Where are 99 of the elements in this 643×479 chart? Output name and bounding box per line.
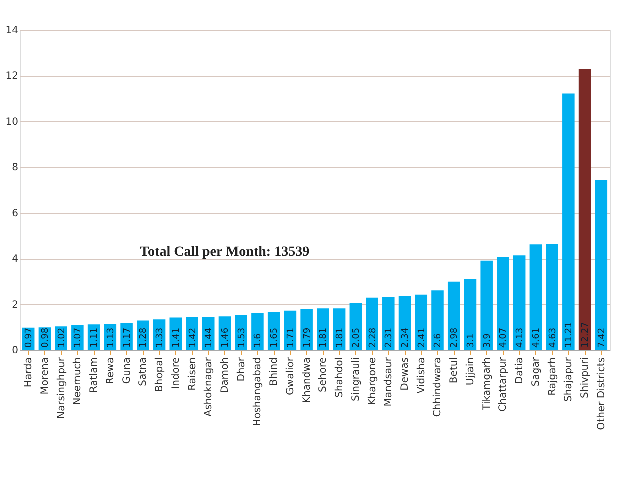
bar [546,244,558,350]
data-label: 1.28 [139,328,150,348]
bar [432,290,444,350]
annotation: Total Call per Month: 13539 [140,245,310,260]
bar [497,256,510,350]
bar [513,256,526,350]
data-label: 1.11 [90,328,100,348]
data-label: 1.81 [319,328,330,348]
x-tick-label: Satna [138,358,150,386]
bar [562,94,575,350]
data-label: 11.21 [564,322,575,348]
data-label: 4.63 [548,328,558,348]
x-tick-label: Damoh [220,358,231,394]
y-tick-label: 4 [12,254,18,266]
data-label: 2.05 [352,328,362,348]
data-label: 1.17 [122,328,133,348]
bar [252,313,264,350]
x-tick-label: Ujjain [465,358,476,386]
data-label: 2.98 [450,328,460,348]
bar [415,294,428,350]
data-label: 3.1 [466,334,476,348]
data-label: 1.41 [172,328,182,348]
data-label: 1.02 [57,328,68,348]
y-tick-label: 10 [6,116,18,128]
data-label: 1.07 [74,328,84,348]
bar [186,318,198,350]
bar [480,260,493,350]
data-label: 1.13 [106,328,116,348]
data-label: 1.46 [220,328,231,348]
x-tick-label: Tikamgarh [482,358,493,412]
x-tick-label: Bhind [269,358,280,386]
data-label: 1.65 [270,328,280,348]
bar [317,308,330,350]
bar [382,297,395,350]
data-label: 4.07 [499,328,510,348]
x-tick-label: Singrauli [350,358,362,402]
bar [300,309,313,350]
data-label: 12.27 [581,322,592,348]
data-label: 0.97 [24,328,35,348]
x-tick-label: Chattarpur [498,356,510,412]
x-tick-label: Harda [24,358,35,388]
data-label: 7.42 [597,328,608,348]
x-tick-label: Rewa [105,358,116,384]
bar [530,244,542,350]
x-tick-label: Khandwa [302,358,313,404]
x-tick-label: Guna [122,358,133,384]
data-label: 1.79 [302,328,313,348]
data-label: 1.53 [237,328,248,348]
x-tick-label: Neemuch [72,358,84,406]
x-tick-label: Sehore [318,358,330,392]
data-label: 1.6 [254,333,264,348]
x-tick-label: Sagar [530,356,542,387]
x-tick-label: Indore [170,358,182,390]
x-tick-label: Dhar [236,356,248,382]
x-tick-label: Ashoknagar [204,356,215,417]
y-tick-label: 0 [12,346,18,356]
x-tick-label: Betul [449,358,460,384]
data-label: 4.13 [516,328,526,348]
data-label: 4.61 [532,328,542,348]
y-tick-label: 6 [12,208,18,220]
bar [595,180,608,350]
y-tick-label: 12 [6,71,18,82]
data-label: 1.71 [286,328,296,348]
data-label: 2.6 [434,333,444,348]
x-tick-label: Rajgarh [547,358,558,396]
data-label: 2.28 [368,328,378,348]
data-label: 1.42 [188,328,198,348]
x-tick-label: Other Districts [596,358,608,430]
y-tick-label: 2 [12,300,18,311]
y-tick-label: 14 [6,26,18,36]
x-tick-label: Shahdol [334,358,346,398]
x-tick-label: Bhopal [154,358,166,392]
bar [366,298,378,350]
x-tick-label: Shajapur [564,356,575,402]
x-tick-label: Ratlam [89,358,100,393]
data-label: 1.33 [156,328,166,348]
bar [464,279,477,350]
x-tick-label: Datia [514,358,526,384]
x-tick-label: Shivpuri [580,358,592,398]
data-label: 3.9 [482,333,493,348]
y-tick-label: 8 [12,162,18,174]
x-tick-label: Vidisha [416,358,428,394]
x-tick-label: Khargone [367,358,378,406]
x-tick-label: Chhindwara [432,358,444,418]
data-label: 0.98 [40,328,51,348]
data-label: 1.44 [204,328,215,348]
x-tick-label: Mandsaur [384,356,395,407]
x-tick-label: Hoshangabad [252,358,264,426]
data-label: 2.41 [417,328,428,348]
x-tick-label: Morena [40,358,51,395]
bar [578,70,592,350]
data-label: 2.31 [384,328,395,348]
data-label: 2.34 [401,328,412,348]
x-tick-label: Gwalior [285,356,296,396]
x-tick-label: Dewas [400,358,412,391]
data-label: 1.81 [336,328,346,348]
bar [202,317,215,350]
x-tick-label: Raisen [187,358,198,391]
x-tick-label: Narsinghpur [56,356,68,420]
